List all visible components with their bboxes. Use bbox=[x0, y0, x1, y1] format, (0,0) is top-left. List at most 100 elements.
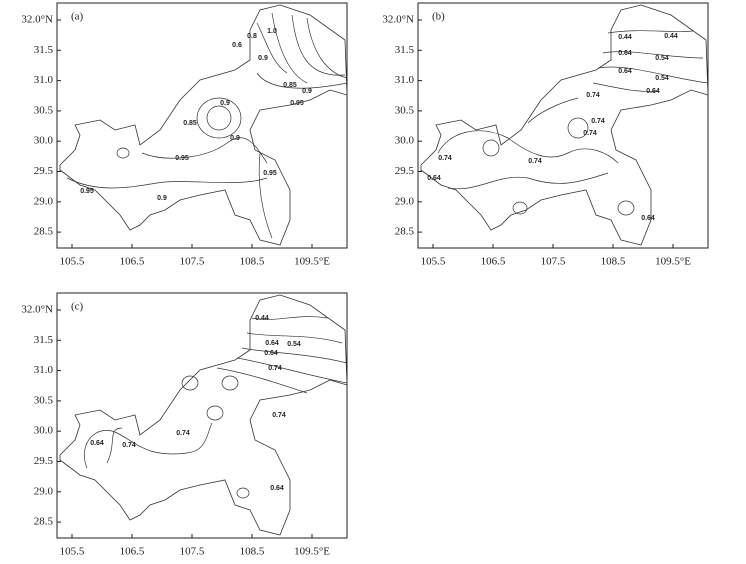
contour-label: 0.64 bbox=[618, 68, 632, 75]
contour-label: 0.95 bbox=[80, 188, 94, 195]
contour-label: 0.74 bbox=[176, 430, 190, 437]
panel-frame bbox=[417, 2, 709, 249]
y-tick-label: 28.5 bbox=[34, 516, 54, 528]
region-border bbox=[59, 294, 348, 536]
contour-label: 0.54 bbox=[655, 55, 669, 62]
contour-label: 0.74 bbox=[583, 130, 597, 137]
contour-label: 0.64 bbox=[265, 340, 279, 347]
y-tick-label: 32.0°N bbox=[21, 14, 53, 26]
contour-label: 0.54 bbox=[655, 75, 669, 82]
contour-line bbox=[116, 147, 130, 159]
contour-label: 0.74 bbox=[528, 158, 542, 165]
contour-label: 0.44 bbox=[664, 33, 678, 40]
y-tick-label: 31.0 bbox=[34, 74, 54, 86]
contour-line bbox=[251, 316, 328, 320]
contour-line bbox=[447, 172, 609, 190]
x-tick-label: 108.5 bbox=[240, 546, 265, 558]
x-tick-label: 106.5 bbox=[481, 256, 506, 268]
contour-line bbox=[602, 51, 704, 59]
contour-line bbox=[567, 117, 589, 139]
contour-label: 0.95 bbox=[175, 155, 189, 162]
contour-label: 0.95 bbox=[263, 170, 277, 177]
contour-line bbox=[206, 405, 224, 421]
contour-line bbox=[66, 177, 268, 189]
contour-label: 0.9 bbox=[230, 135, 240, 142]
contour-label: 0.74 bbox=[438, 155, 452, 162]
y-tick-label: 32.0°N bbox=[21, 304, 53, 316]
y-tick-label: 30.5 bbox=[34, 104, 54, 116]
contour-line bbox=[241, 347, 348, 364]
panel-label: (a) bbox=[71, 11, 84, 23]
y-tick-label: 29.0 bbox=[34, 485, 54, 497]
contour-label: 0.74 bbox=[591, 118, 605, 125]
contour-line bbox=[221, 375, 239, 391]
contour-line bbox=[607, 30, 694, 34]
contour-line bbox=[437, 130, 619, 164]
contour-line bbox=[597, 66, 709, 84]
contour-label: 0.9 bbox=[258, 55, 268, 62]
contour-line bbox=[216, 367, 308, 394]
x-tick-label: 107.5 bbox=[180, 256, 205, 268]
map-panel: (a) 32.0°N 31.5 31.0 30.5 30.0 29.5 29.0 28.5 105… bbox=[21, 2, 348, 268]
contour-line bbox=[482, 139, 500, 157]
panel-frame bbox=[56, 292, 348, 539]
x-tick-label: 105.5 bbox=[60, 546, 85, 558]
contour-label: 0.85 bbox=[183, 120, 197, 127]
contour-label: 0.64 bbox=[646, 88, 660, 95]
contour-line bbox=[256, 22, 288, 74]
y-tick-label: 28.5 bbox=[395, 226, 415, 238]
panel-label: (b) bbox=[432, 11, 445, 23]
x-tick-label: 105.5 bbox=[60, 256, 85, 268]
x-tick-label: 109.5°E bbox=[294, 256, 330, 268]
contour-line bbox=[236, 487, 250, 499]
contour-label: 0.6 bbox=[232, 42, 242, 49]
y-tick-label: 29.0 bbox=[34, 195, 54, 207]
contour-line bbox=[236, 357, 348, 384]
y-tick-label: 30.0 bbox=[34, 425, 54, 437]
contour-line bbox=[617, 200, 635, 216]
contour-line bbox=[306, 17, 348, 79]
contour-label: 0.64 bbox=[270, 485, 284, 492]
contour-label: 0.74 bbox=[272, 412, 286, 419]
y-tick-label: 30.5 bbox=[395, 104, 415, 116]
contour-label: 0.44 bbox=[618, 34, 632, 41]
contour-label: 0.64 bbox=[264, 350, 278, 357]
contour-line bbox=[592, 82, 659, 92]
contour-line bbox=[181, 375, 199, 391]
contour-line bbox=[246, 332, 343, 344]
y-tick-label: 29.5 bbox=[34, 455, 54, 467]
contour-label: 0.64 bbox=[427, 175, 441, 182]
map-panel: (b) 32.0°N 31.5 31.0 30.5 30.0 29.5 29.0 28.5 105… bbox=[382, 2, 709, 268]
contour-line bbox=[256, 72, 348, 89]
y-tick-label: 31.0 bbox=[34, 364, 54, 376]
map-panel: (c) 32.0°N 31.5 31.0 30.5 30.0 29.5 29.0 28.5 105… bbox=[21, 292, 348, 558]
panel-label: (c) bbox=[71, 301, 84, 313]
contour-label: 1.0 bbox=[267, 28, 277, 35]
y-tick-label: 30.0 bbox=[34, 135, 54, 147]
y-tick-label: 31.0 bbox=[395, 74, 415, 86]
x-tick-label: 105.5 bbox=[421, 256, 446, 268]
y-tick-label: 31.5 bbox=[395, 44, 415, 56]
contour-label: 0.64 bbox=[90, 440, 104, 447]
region-border bbox=[420, 4, 709, 246]
contour-line bbox=[258, 152, 273, 239]
x-tick-label: 106.5 bbox=[120, 256, 145, 268]
contour-label: 0.64 bbox=[641, 215, 655, 222]
contour-line bbox=[84, 422, 213, 469]
x-tick-label: 109.5°E bbox=[655, 256, 691, 268]
contour-line bbox=[271, 12, 308, 84]
y-tick-label: 29.5 bbox=[395, 165, 415, 177]
contour-label: 0.95 bbox=[290, 100, 304, 107]
y-tick-label: 29.5 bbox=[34, 165, 54, 177]
contour-label: 0.9 bbox=[302, 88, 312, 95]
contour-line bbox=[141, 137, 268, 164]
contour-line bbox=[512, 201, 528, 215]
y-tick-label: 32.0°N bbox=[382, 14, 414, 26]
x-tick-label: 106.5 bbox=[120, 546, 145, 558]
contour-line bbox=[527, 97, 579, 124]
contour-label: 0.64 bbox=[618, 50, 632, 57]
x-tick-label: 109.5°E bbox=[294, 546, 330, 558]
contour-line bbox=[206, 105, 232, 131]
y-tick-label: 31.5 bbox=[34, 334, 54, 346]
